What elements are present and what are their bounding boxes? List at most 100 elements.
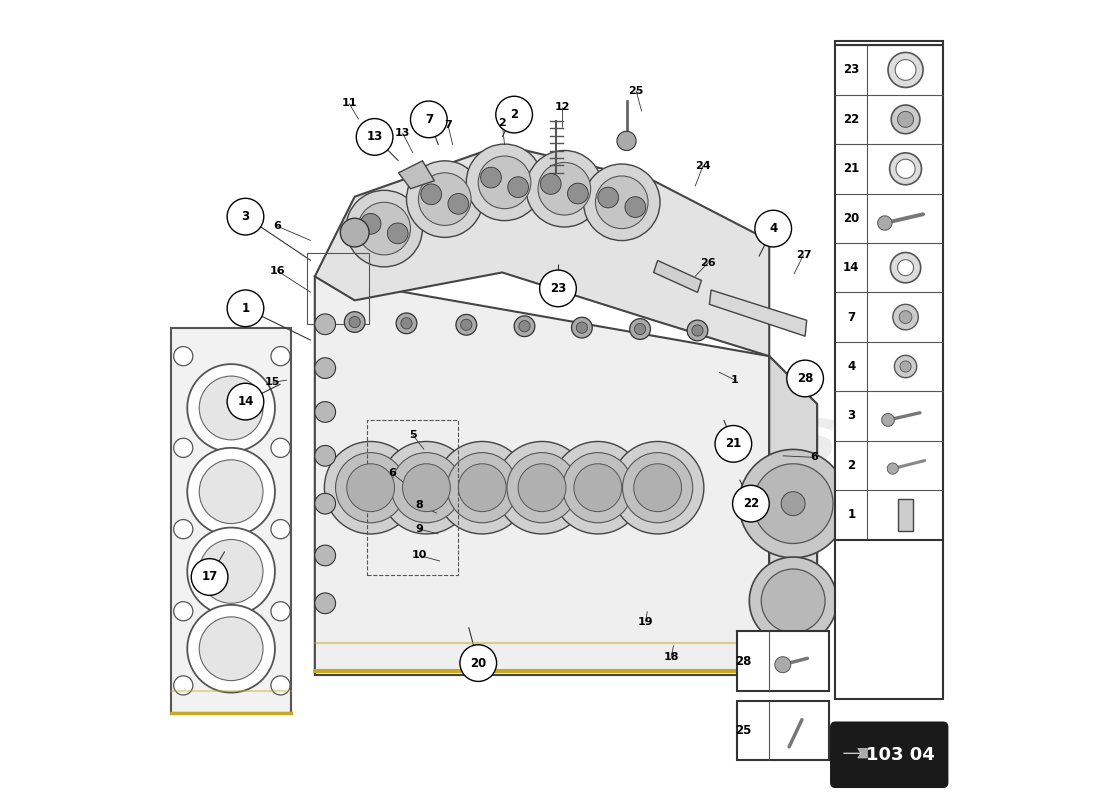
- Bar: [366, 420, 459, 575]
- Wedge shape: [174, 676, 192, 695]
- Wedge shape: [271, 438, 290, 458]
- Wedge shape: [418, 173, 471, 226]
- Wedge shape: [381, 442, 473, 534]
- Wedge shape: [688, 320, 708, 341]
- Wedge shape: [448, 453, 517, 522]
- Wedge shape: [739, 450, 847, 558]
- Wedge shape: [891, 105, 920, 134]
- Wedge shape: [455, 314, 476, 335]
- Text: 8: 8: [416, 500, 424, 510]
- Wedge shape: [199, 539, 263, 603]
- Wedge shape: [271, 676, 290, 695]
- Wedge shape: [346, 464, 395, 512]
- Wedge shape: [898, 260, 913, 276]
- Wedge shape: [344, 312, 365, 333]
- Text: 4: 4: [847, 360, 856, 373]
- Text: 12: 12: [554, 102, 570, 112]
- Wedge shape: [324, 442, 417, 534]
- Text: eurocars: eurocars: [454, 402, 837, 478]
- Wedge shape: [514, 316, 535, 337]
- Text: 15: 15: [265, 378, 280, 387]
- Wedge shape: [597, 187, 618, 208]
- Polygon shape: [769, 356, 817, 675]
- Text: 6: 6: [811, 452, 818, 462]
- Text: 16: 16: [270, 266, 285, 276]
- Wedge shape: [774, 657, 791, 673]
- Wedge shape: [187, 527, 275, 615]
- Text: 23: 23: [550, 282, 566, 295]
- Wedge shape: [481, 167, 502, 188]
- Wedge shape: [507, 453, 578, 522]
- Wedge shape: [271, 602, 290, 621]
- Wedge shape: [392, 453, 462, 522]
- Text: 20: 20: [844, 212, 859, 225]
- Wedge shape: [271, 346, 290, 366]
- Wedge shape: [518, 464, 565, 512]
- Text: 20: 20: [470, 657, 486, 670]
- Text: 7: 7: [847, 310, 856, 323]
- Wedge shape: [881, 414, 894, 426]
- Text: 14: 14: [238, 395, 254, 408]
- FancyBboxPatch shape: [832, 723, 947, 786]
- Circle shape: [786, 360, 824, 397]
- Wedge shape: [634, 464, 682, 512]
- Text: 6: 6: [274, 222, 282, 231]
- Wedge shape: [568, 183, 588, 204]
- Wedge shape: [898, 111, 913, 127]
- Wedge shape: [199, 460, 263, 523]
- Wedge shape: [340, 218, 368, 247]
- Text: 7: 7: [425, 113, 433, 126]
- Wedge shape: [396, 313, 417, 334]
- Wedge shape: [466, 144, 542, 221]
- Wedge shape: [625, 197, 646, 218]
- Wedge shape: [174, 346, 192, 366]
- Wedge shape: [358, 202, 410, 255]
- Text: 9: 9: [416, 524, 424, 534]
- Wedge shape: [349, 317, 361, 328]
- Wedge shape: [361, 214, 381, 234]
- Polygon shape: [769, 356, 817, 675]
- Wedge shape: [407, 161, 483, 238]
- Text: 4: 4: [769, 222, 778, 235]
- Wedge shape: [893, 304, 918, 330]
- Text: 7: 7: [444, 120, 452, 130]
- Wedge shape: [612, 442, 704, 534]
- Wedge shape: [187, 605, 275, 693]
- Text: 25: 25: [736, 724, 752, 738]
- Wedge shape: [563, 453, 632, 522]
- Wedge shape: [629, 318, 650, 339]
- Text: 17: 17: [201, 570, 218, 583]
- Wedge shape: [336, 453, 406, 522]
- Wedge shape: [572, 318, 592, 338]
- Circle shape: [460, 645, 496, 682]
- Circle shape: [191, 558, 228, 595]
- Wedge shape: [345, 190, 422, 267]
- Text: 23: 23: [844, 63, 859, 77]
- Wedge shape: [761, 569, 825, 633]
- Text: 2: 2: [498, 118, 506, 127]
- Text: 19: 19: [638, 617, 653, 626]
- Polygon shape: [315, 145, 769, 356]
- Wedge shape: [315, 494, 336, 514]
- Text: 13: 13: [366, 130, 383, 143]
- Wedge shape: [400, 318, 412, 329]
- Circle shape: [227, 383, 264, 420]
- Wedge shape: [508, 177, 528, 198]
- Text: a passion for cars since 1985: a passion for cars since 1985: [470, 498, 774, 518]
- Polygon shape: [710, 290, 806, 336]
- Wedge shape: [187, 448, 275, 535]
- Wedge shape: [890, 253, 921, 283]
- Wedge shape: [199, 376, 263, 440]
- Wedge shape: [421, 184, 441, 205]
- Wedge shape: [478, 156, 531, 209]
- Circle shape: [496, 96, 532, 133]
- Wedge shape: [448, 194, 469, 214]
- Wedge shape: [315, 545, 336, 566]
- Text: 24: 24: [695, 161, 711, 170]
- Wedge shape: [749, 557, 837, 645]
- Bar: [835, 42, 943, 699]
- Text: 21: 21: [844, 162, 859, 175]
- Text: 6: 6: [388, 468, 396, 478]
- Wedge shape: [576, 322, 587, 334]
- Wedge shape: [315, 446, 336, 466]
